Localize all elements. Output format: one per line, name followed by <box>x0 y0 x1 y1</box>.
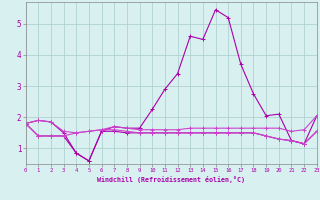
X-axis label: Windchill (Refroidissement éolien,°C): Windchill (Refroidissement éolien,°C) <box>97 176 245 183</box>
